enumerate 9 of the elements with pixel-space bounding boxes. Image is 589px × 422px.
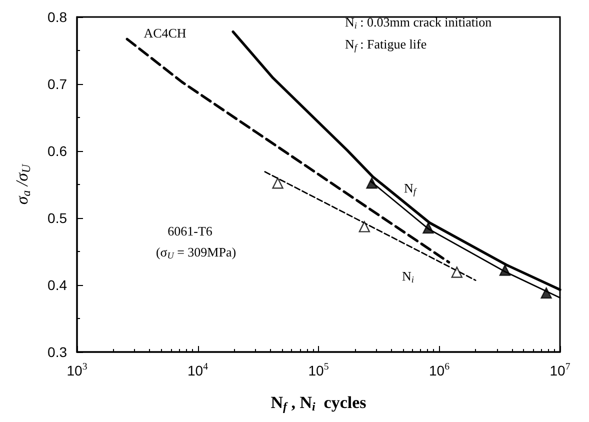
y-tick-label: 0.4	[48, 277, 68, 293]
y-tick-label: 0.8	[48, 9, 68, 25]
y-tick-label: 0.3	[48, 344, 68, 360]
y-tick-label: 0.7	[48, 76, 68, 92]
y-axis-title: σa /σU	[12, 162, 33, 205]
y-tick-label: 0.6	[48, 143, 68, 159]
annotation: AC4CH	[144, 26, 186, 40]
y-tick-label: 0.5	[48, 210, 68, 226]
annotation: 6061-T6	[168, 224, 213, 238]
